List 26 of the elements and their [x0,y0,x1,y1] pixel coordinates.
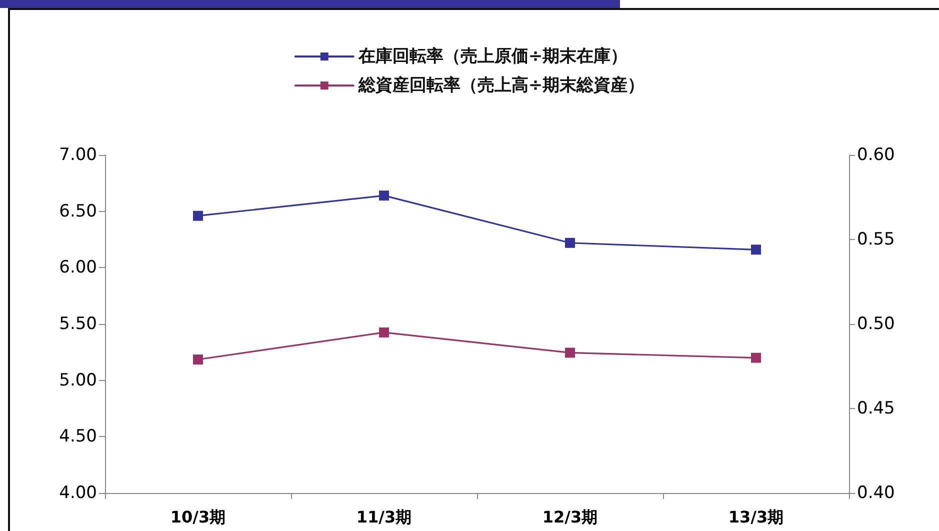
x-tick-label: 12/3期 [542,508,598,526]
y-tick-label: 6.50 [59,201,97,222]
point [751,244,761,255]
point [379,190,389,201]
point [751,352,761,363]
y-tick-label: 5.00 [59,370,97,390]
y-tick-label: 4.00 [59,483,97,503]
point [379,327,389,338]
point [193,354,203,364]
y2-tick-label: 0.40 [857,483,895,503]
point [565,238,575,248]
y-tick-label: 7.00 [59,145,97,165]
y-tick-label: 5.50 [59,314,97,334]
y2-tick-label: 0.50 [857,314,895,334]
y2-tick-label: 0.55 [857,230,895,250]
x-tick-label: 10/3期 [170,508,226,526]
y-tick-label: 6.00 [59,258,97,278]
y2-tick-label: 0.60 [857,145,895,165]
point [193,210,203,221]
point [565,348,575,358]
x-tick-label: 11/3期 [356,508,412,526]
y2-tick-label: 0.45 [857,398,895,418]
x-tick-label: 13/3期 [728,508,784,526]
y-tick-label: 4.50 [59,426,97,447]
legend-label: 在庫回転率（売上原価÷期末在庫） [357,46,628,66]
legend-label: 総資産回転率（売上高÷期末総資産） [357,76,645,96]
